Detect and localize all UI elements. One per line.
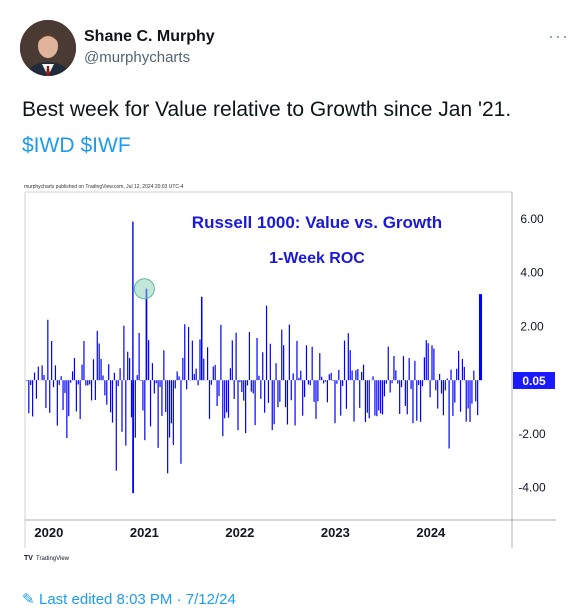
highlight-group: [133, 278, 155, 300]
last-edited-link[interactable]: ✎ Last edited 8:03 PM · 7/12/24: [22, 590, 236, 608]
chart-subtitle: 1-Week ROC: [269, 250, 365, 267]
x-tick-label: 2022: [225, 525, 254, 540]
y-tick-label: -4.00: [518, 481, 546, 495]
tweet-text: Best week for Value relative to Growth s…: [22, 98, 512, 121]
edited-label: Last edited 8:03 PM · 7/12/24: [39, 591, 236, 608]
y-axis-ticks: 6.00 4.00 2.00 -2.00 -4.00: [518, 212, 546, 495]
author-name[interactable]: Shane C. Murphy: [84, 28, 215, 45]
x-axis-ticks: 2020 2021 2022 2023 2024: [34, 525, 446, 540]
avatar[interactable]: [20, 20, 76, 76]
watermark: TradingView: [36, 556, 70, 562]
y-tick-label: 6.00: [520, 212, 544, 226]
chart-image[interactable]: murphycharts published on TradingView.co…: [20, 180, 556, 570]
y-tick-label: 2.00: [520, 319, 544, 333]
tradingview-logo-icon: TV: [24, 555, 33, 562]
ticker-link[interactable]: $IWF: [80, 134, 131, 157]
publisher-note: murphycharts published on TradingView.co…: [24, 184, 184, 190]
ticker-links: $IWD $IWF: [22, 134, 137, 158]
y-tick-label: 4.00: [520, 266, 544, 280]
y-tick-label: -2.00: [518, 427, 546, 441]
bars-group: [26, 221, 483, 494]
x-tick-label: 2023: [321, 525, 350, 540]
pencil-icon: ✎: [22, 591, 35, 608]
author-handle[interactable]: @murphycharts: [84, 49, 191, 66]
highlight-marker: [133, 278, 155, 300]
more-icon[interactable]: ···: [548, 26, 569, 46]
ticker-link[interactable]: $IWD: [22, 134, 75, 157]
x-tick-label: 2024: [416, 525, 446, 540]
last-value-badge: [513, 372, 555, 389]
last-value-label: 0.05: [522, 374, 546, 388]
x-tick-label: 2020: [34, 525, 63, 540]
chart-title: Russell 1000: Value vs. Growth: [192, 213, 442, 232]
x-tick-label: 2021: [130, 525, 159, 540]
